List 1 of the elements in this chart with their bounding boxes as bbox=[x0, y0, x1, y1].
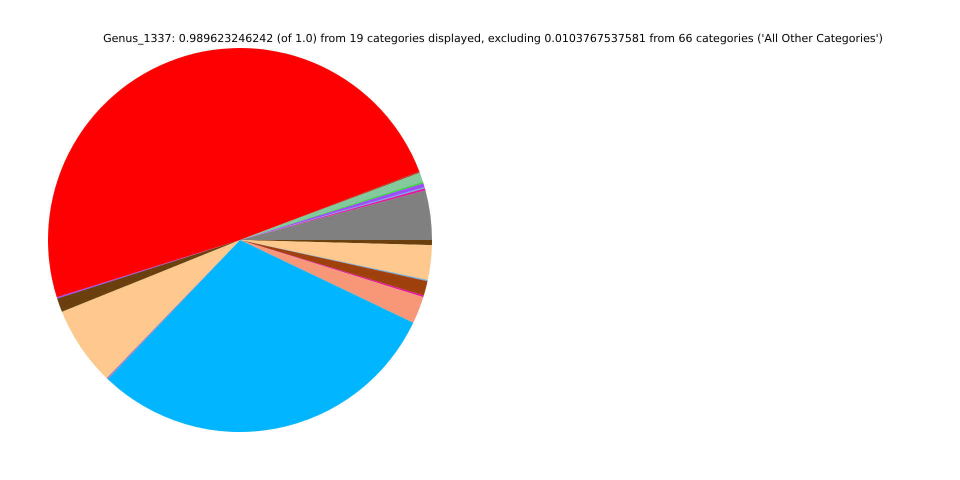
text: Genus_1337: 0.989623246242 (of 1.0) from 19 categories displayed, excluding 0.0103767537581 from 66 categories ('All Other Categories') bbox=[102, 32, 884, 45]
